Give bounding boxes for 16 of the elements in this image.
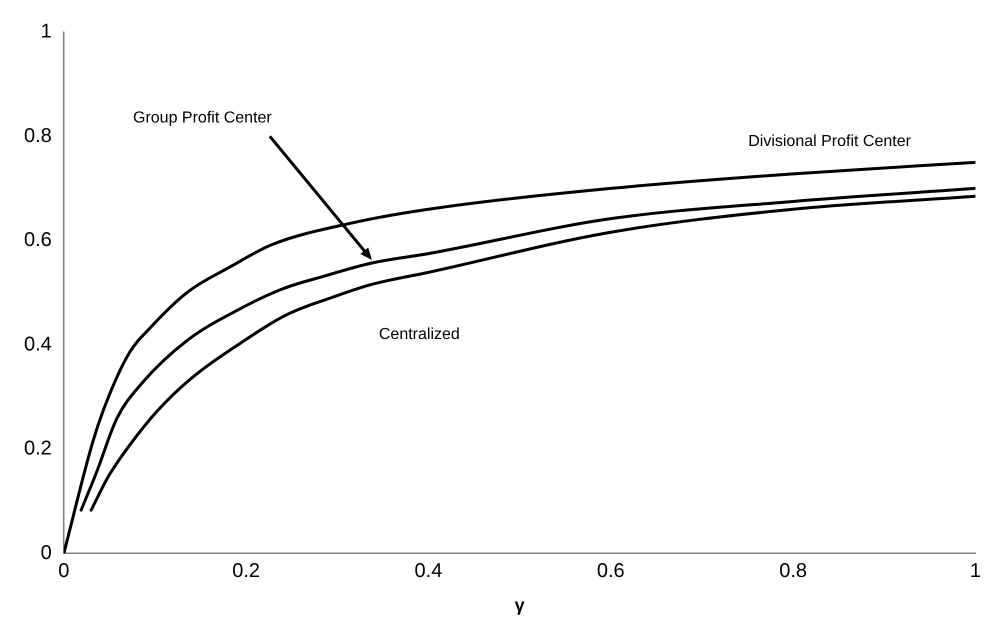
x-tick-label: 1: [970, 560, 981, 582]
y-tick-label: 0.8: [24, 124, 52, 147]
x-tick-label: 0.6: [596, 560, 625, 582]
text: Centralized: [378, 326, 460, 343]
x-tick-label: 0.4: [414, 560, 442, 582]
y-tick-label: 1: [40, 20, 52, 43]
y-tick-label: 0.6: [24, 229, 52, 252]
series-label: Divisional Profit Center: [748, 132, 912, 150]
text: Group Profit Center: [133, 109, 272, 126]
x-tick-label: 0.8: [779, 560, 808, 582]
x-axis-title: γ: [514, 595, 525, 616]
y-tick-label: 0.4: [24, 333, 52, 356]
y-tick-label: 0.2: [24, 438, 52, 460]
y-tick-label: 0: [40, 542, 52, 564]
x-tick-label: 0.2: [232, 560, 260, 582]
x-tick-label: 0: [58, 560, 70, 582]
